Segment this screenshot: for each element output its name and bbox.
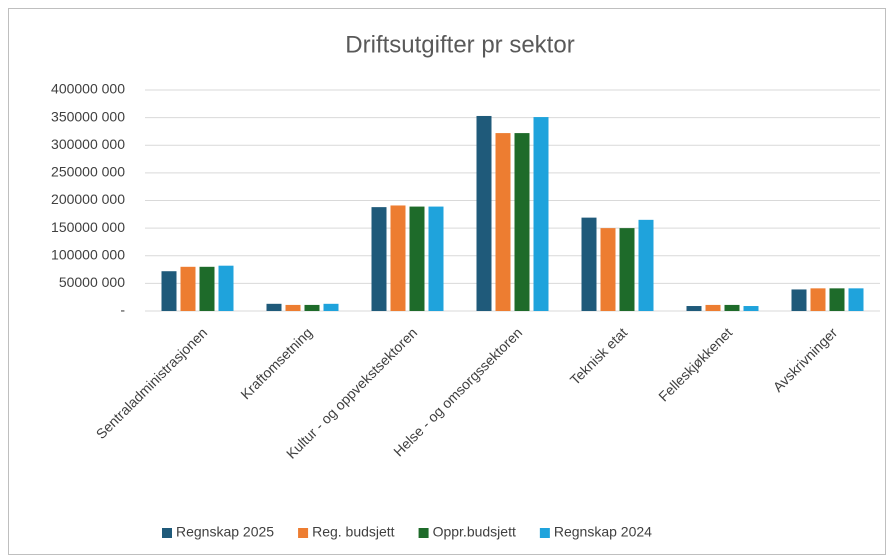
legend-label: Regnskap 2024 [554, 524, 652, 540]
bar [199, 266, 215, 311]
y-tick-label: 150000 000 [51, 219, 125, 235]
y-tick-label: 400000 000 [51, 81, 125, 97]
bar [724, 304, 740, 311]
y-tick-label: 50000 000 [59, 274, 125, 290]
bar [581, 217, 597, 311]
bar [180, 266, 196, 311]
y-tick-label: 200000 000 [51, 191, 125, 207]
bar [495, 133, 511, 311]
bar [428, 206, 444, 311]
bar [638, 219, 654, 311]
legend-swatch [418, 528, 429, 538]
y-tick-label: 300000 000 [51, 136, 125, 152]
bar [476, 115, 492, 311]
bar [619, 228, 635, 311]
y-tick-label: 350000 000 [51, 108, 125, 124]
y-tick-label: - [120, 302, 125, 318]
bar [218, 265, 234, 311]
bar [791, 289, 807, 311]
chart-frame [8, 8, 886, 555]
bar [266, 303, 282, 311]
y-tick-label: 250000 000 [51, 164, 125, 180]
y-tick-label: 100000 000 [51, 246, 125, 262]
bar [323, 303, 339, 311]
bar [161, 271, 177, 311]
bar [829, 288, 845, 311]
legend-label: Oppr.budsjett [433, 524, 516, 540]
bar [686, 306, 702, 311]
legend-label: Regnskap 2025 [176, 524, 274, 540]
bar [743, 306, 759, 311]
bar [600, 228, 616, 311]
bar [533, 117, 549, 311]
bar [390, 205, 406, 311]
legend-swatch [162, 528, 172, 538]
bar [705, 304, 721, 311]
bar [810, 288, 826, 311]
bar [304, 304, 320, 311]
legend-swatch [539, 528, 550, 538]
bar [285, 304, 301, 311]
legend-label: Reg. budsjett [312, 524, 395, 540]
legend-swatch [298, 528, 309, 538]
bar [371, 207, 387, 311]
chart-title: Driftsutgifter pr sektor [345, 31, 574, 58]
bar [514, 133, 530, 311]
bar [409, 206, 425, 311]
bar [848, 288, 864, 311]
